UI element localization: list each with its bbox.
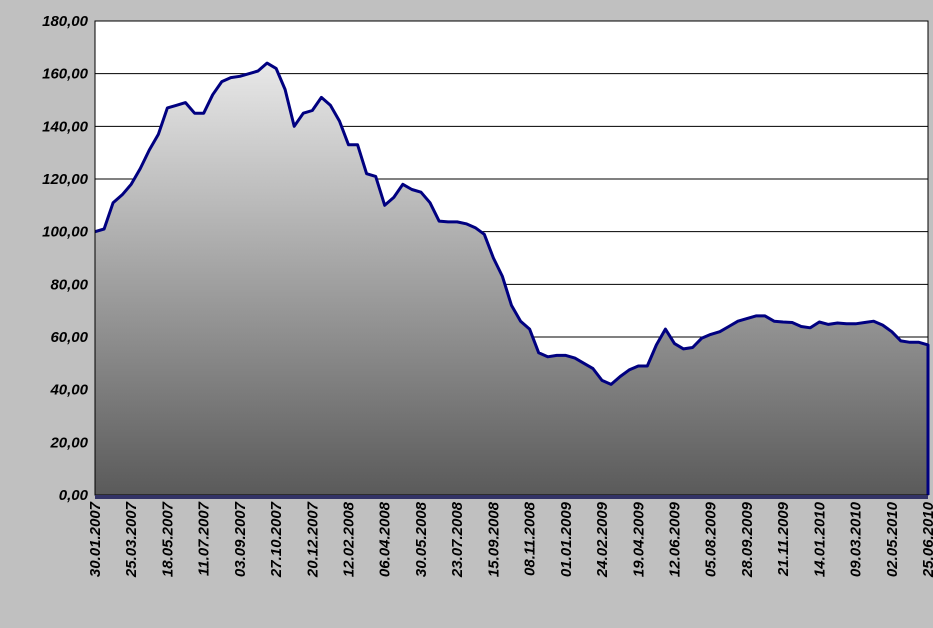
x-tick-label: 23.07.2008 [449, 501, 466, 578]
x-tick-label: 18.05.2007 [159, 501, 176, 577]
y-tick-label: 120,00 [42, 171, 89, 188]
y-tick-label: 40,00 [49, 382, 88, 399]
x-tick-label: 15.09.2008 [485, 501, 502, 577]
x-axis-ticks [95, 495, 928, 499]
y-tick-label: 140,00 [42, 118, 89, 135]
x-tick-label: 12.02.2008 [341, 501, 358, 577]
x-tick-label: 02.05.2010 [884, 501, 901, 577]
x-tick-label: 08.11.2008 [522, 501, 539, 576]
area [95, 63, 928, 495]
x-tick-label: 24.02.2009 [594, 501, 611, 578]
y-tick-label: 180,00 [42, 13, 89, 30]
x-tick-label: 28.09.2009 [739, 501, 756, 578]
x-tick-label: 21.11.2009 [775, 501, 792, 577]
x-tick-label: 27.10.2007 [268, 501, 285, 578]
x-tick-label: 14.01.2010 [811, 501, 828, 577]
y-tick-label: 160,00 [42, 66, 89, 83]
x-tick-label: 25.06.2010 [920, 501, 933, 578]
x-tick-label: 09.03.2010 [848, 501, 865, 577]
x-tick-label: 05.08.2009 [703, 501, 720, 577]
x-tick-label: 06.04.2008 [377, 501, 394, 577]
x-tick-label: 12.06.2009 [666, 501, 683, 577]
y-tick-label: 80,00 [50, 276, 88, 293]
x-tick-label: 30.01.2007 [87, 501, 104, 577]
x-tick-label: 03.09.2007 [232, 501, 249, 577]
x-tick-label: 20.12.2007 [304, 501, 321, 578]
y-tick-label: 20,00 [49, 434, 88, 451]
x-tick-label: 25.03.2007 [123, 501, 140, 578]
y-tick-label: 100,00 [42, 224, 89, 241]
x-tick-label: 19.04.2009 [630, 501, 647, 577]
x-tick-label: 30.05.2008 [413, 501, 430, 577]
x-tick-label: 11.07.2007 [196, 501, 213, 576]
x-tick-label: 01.01.2009 [558, 501, 575, 577]
line [94, 61, 930, 495]
y-tick-label: 0,00 [59, 487, 89, 504]
y-tick-label: 60,00 [50, 329, 88, 346]
